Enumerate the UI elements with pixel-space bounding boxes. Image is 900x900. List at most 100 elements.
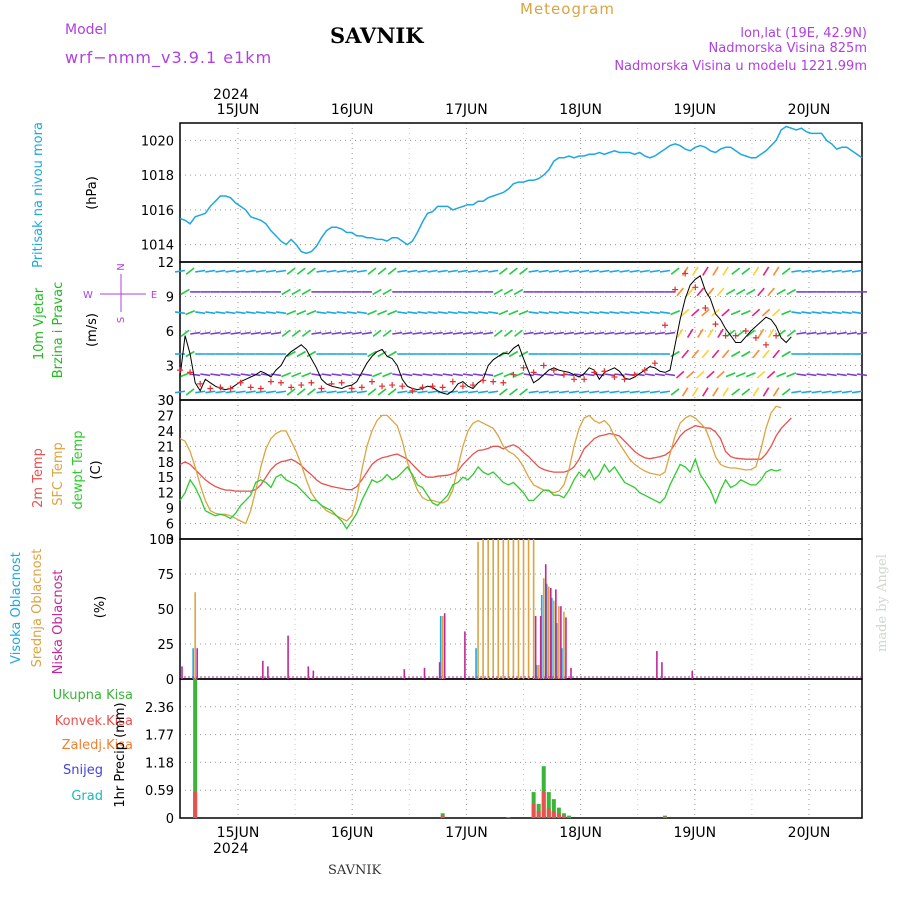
wind-arrow xyxy=(831,311,842,315)
compass-west: W xyxy=(83,290,93,301)
wind-arrow xyxy=(377,267,387,275)
wind-gust-marker xyxy=(288,384,295,391)
wind-arrow xyxy=(533,331,544,335)
wind-arrow xyxy=(367,309,377,316)
cloud-bar xyxy=(507,539,510,679)
y-tick-label: 12 xyxy=(157,487,174,502)
wind-gust-marker xyxy=(217,384,224,391)
wind-arrow xyxy=(670,309,681,316)
cloud-bar xyxy=(487,539,489,679)
wind-arrow xyxy=(205,390,216,394)
wind-arrow xyxy=(649,269,660,273)
wind-arrow xyxy=(711,349,720,359)
wind-arrow xyxy=(508,267,518,275)
wind-gust-marker xyxy=(389,382,396,389)
wind-arrow xyxy=(508,309,519,316)
elevation-label: Nadmorska Visina 825m xyxy=(709,41,868,56)
wind-arrow xyxy=(462,373,474,377)
precip-bar xyxy=(561,815,566,818)
wind-arrow xyxy=(757,287,765,297)
wind-arrow xyxy=(686,287,695,297)
wind-arrow xyxy=(781,309,792,316)
wind-arrow xyxy=(265,269,276,273)
wind-arrow xyxy=(811,269,822,273)
wind-arrow xyxy=(584,331,595,335)
panel-4: 0 0.59 1.18 1.77 2.36 xyxy=(145,678,863,827)
wind-arrow xyxy=(301,372,312,378)
wind-arrow xyxy=(316,390,327,394)
wind-arrow xyxy=(382,372,393,378)
wind-arrow xyxy=(275,269,287,273)
wind-gust-marker xyxy=(732,332,739,339)
cloud-bar xyxy=(561,648,563,679)
wind-arrow xyxy=(240,373,251,377)
wind-arrow xyxy=(488,311,499,315)
wind-arrow xyxy=(741,350,751,358)
wind-arrow xyxy=(346,311,357,315)
wind-arrow xyxy=(447,311,458,315)
wind-arrow xyxy=(781,388,791,396)
wind-arrow xyxy=(301,329,311,338)
wind-arrow xyxy=(639,269,650,273)
wind-arrow xyxy=(467,269,479,273)
wind-arrow xyxy=(205,311,216,315)
wind-arrow xyxy=(741,388,751,396)
y-tick-label: 100 xyxy=(149,533,174,548)
wind-arrow xyxy=(548,269,559,273)
compass-north: N xyxy=(116,263,127,270)
wind-arrow xyxy=(594,331,605,335)
wind-arrow xyxy=(649,390,660,394)
wind-arrow xyxy=(685,370,695,379)
wind-arrow xyxy=(377,388,387,396)
wind-gust-marker xyxy=(358,384,365,391)
y-tick-label: 0 xyxy=(166,673,174,688)
wind-gust-marker xyxy=(308,379,315,386)
wind-gust-marker xyxy=(429,383,436,390)
wind-arrow xyxy=(634,331,645,335)
wind-unit: (m/s) xyxy=(85,313,100,347)
precip-bar xyxy=(193,679,198,818)
wind-arrow xyxy=(225,390,236,394)
precip-bar xyxy=(531,803,536,818)
wind-arrow xyxy=(831,269,842,273)
wind-arrow xyxy=(599,311,610,315)
wind-gust-marker xyxy=(560,371,567,378)
wind-arrow xyxy=(372,329,382,338)
wind-gust-marker xyxy=(197,380,204,387)
precip-bar xyxy=(536,810,541,818)
cloud-bar xyxy=(194,592,196,679)
wind-arrow xyxy=(836,331,847,335)
wind-arrow xyxy=(422,331,433,335)
wind-arrow xyxy=(721,308,730,317)
wind-arrow xyxy=(681,387,689,397)
wind-arrow xyxy=(716,370,725,379)
wind-arrow xyxy=(306,388,316,396)
wind-arrow xyxy=(245,390,256,394)
wind-arrow xyxy=(691,308,700,317)
wind-gust-marker xyxy=(651,360,658,367)
wind-arrow xyxy=(316,269,327,273)
wind-arrow xyxy=(326,390,337,394)
wind-arrow xyxy=(751,308,761,317)
wind-arrow xyxy=(528,390,539,394)
cloud-bar xyxy=(540,595,543,679)
wind-arrow xyxy=(772,266,780,276)
wind-arrow xyxy=(427,390,438,394)
wind-arrow xyxy=(791,269,802,273)
wind-arrow xyxy=(538,269,549,273)
pressure-line xyxy=(179,125,863,255)
wind-arrow xyxy=(558,269,570,273)
wind-gust-marker xyxy=(207,385,214,392)
wind-arrow xyxy=(543,373,554,377)
compass-south: S xyxy=(116,317,127,323)
wind-arrow xyxy=(230,373,241,377)
wind-arrow xyxy=(291,372,302,378)
y-tick-label: 1.18 xyxy=(145,756,174,771)
wind-arrow xyxy=(316,311,327,315)
cloud-bar xyxy=(312,670,315,679)
wind-arrow xyxy=(670,350,680,358)
precip-bar xyxy=(506,817,511,818)
wind-arrow xyxy=(584,373,595,377)
meteogram-title: Meteogram xyxy=(520,0,615,18)
